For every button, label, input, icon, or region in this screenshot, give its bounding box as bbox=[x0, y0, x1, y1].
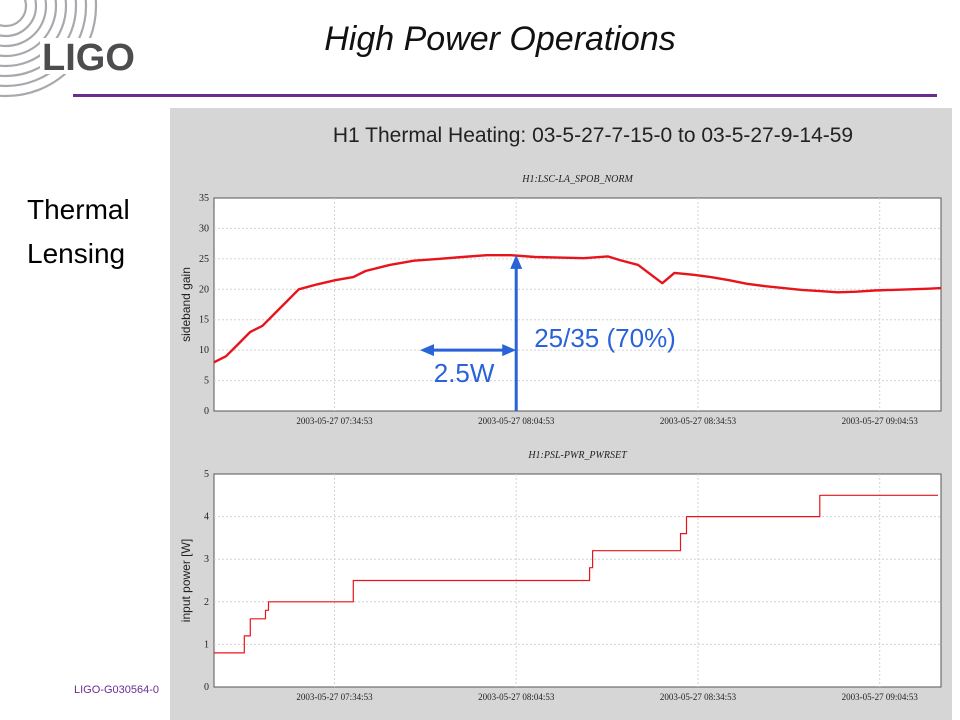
y-axis-label: sideband gain bbox=[179, 267, 193, 342]
y-tick-label: 25 bbox=[199, 254, 209, 265]
y-tick-label: 5 bbox=[204, 469, 209, 480]
x-tick-label: 2003-05-27 07:34:53 bbox=[296, 416, 373, 426]
footer-id: LIGO-G030564-0 bbox=[74, 684, 159, 696]
series-line bbox=[214, 494, 938, 654]
x-tick-label: 2003-05-27 08:34:53 bbox=[660, 692, 737, 702]
x-tick-label: 2003-05-27 08:34:53 bbox=[660, 416, 737, 426]
y-tick-label: 4 bbox=[204, 512, 209, 523]
y-tick-label: 35 bbox=[199, 193, 209, 204]
annotation-arrowhead-up bbox=[510, 254, 523, 269]
y-tick-label: 0 bbox=[204, 682, 209, 693]
y-tick-label: 30 bbox=[199, 223, 209, 234]
svg-text:LIGO: LIGO bbox=[42, 37, 135, 79]
x-tick-label: 2003-05-27 09:04:53 bbox=[842, 416, 919, 426]
y-tick-label: 15 bbox=[199, 315, 209, 326]
x-tick-label: 2003-05-27 07:34:53 bbox=[296, 692, 373, 702]
chart-title: H1:LSC-LA_SPOB_NORM bbox=[521, 174, 633, 185]
x-tick-label: 2003-05-27 08:04:53 bbox=[478, 416, 555, 426]
chart-title: H1:PSL-PWR_PWRSET bbox=[527, 450, 628, 461]
y-tick-label: 20 bbox=[199, 284, 209, 295]
plot-area bbox=[213, 197, 942, 412]
x-tick-label: 2003-05-27 08:04:53 bbox=[478, 692, 555, 702]
slide-title: High Power Operations bbox=[324, 20, 676, 58]
y-axis-label: input power [W] bbox=[179, 539, 193, 622]
side-label-lensing: Lensing bbox=[27, 238, 126, 269]
y-tick-label: 0 bbox=[204, 406, 209, 417]
y-tick-label: 3 bbox=[204, 554, 209, 565]
annotation-label-power: 2.5W bbox=[434, 358, 495, 388]
side-label-thermal: Thermal bbox=[27, 194, 130, 225]
annotation-label-ratio: 25/35 (70%) bbox=[534, 323, 676, 353]
figure-title: H1 Thermal Heating: 03-5-27-7-15-0 to 03… bbox=[333, 124, 853, 147]
y-tick-label: 10 bbox=[199, 345, 209, 356]
ligo-logo: LIGO bbox=[0, 0, 150, 98]
title-divider bbox=[73, 94, 937, 97]
y-tick-label: 5 bbox=[204, 376, 209, 387]
annotation-arrowhead-left bbox=[419, 344, 434, 357]
y-tick-label: 1 bbox=[204, 639, 209, 650]
series-line bbox=[213, 254, 942, 364]
annotation-arrowhead-right bbox=[502, 344, 517, 357]
y-tick-label: 2 bbox=[204, 597, 209, 608]
x-tick-label: 2003-05-27 09:04:53 bbox=[842, 692, 919, 702]
